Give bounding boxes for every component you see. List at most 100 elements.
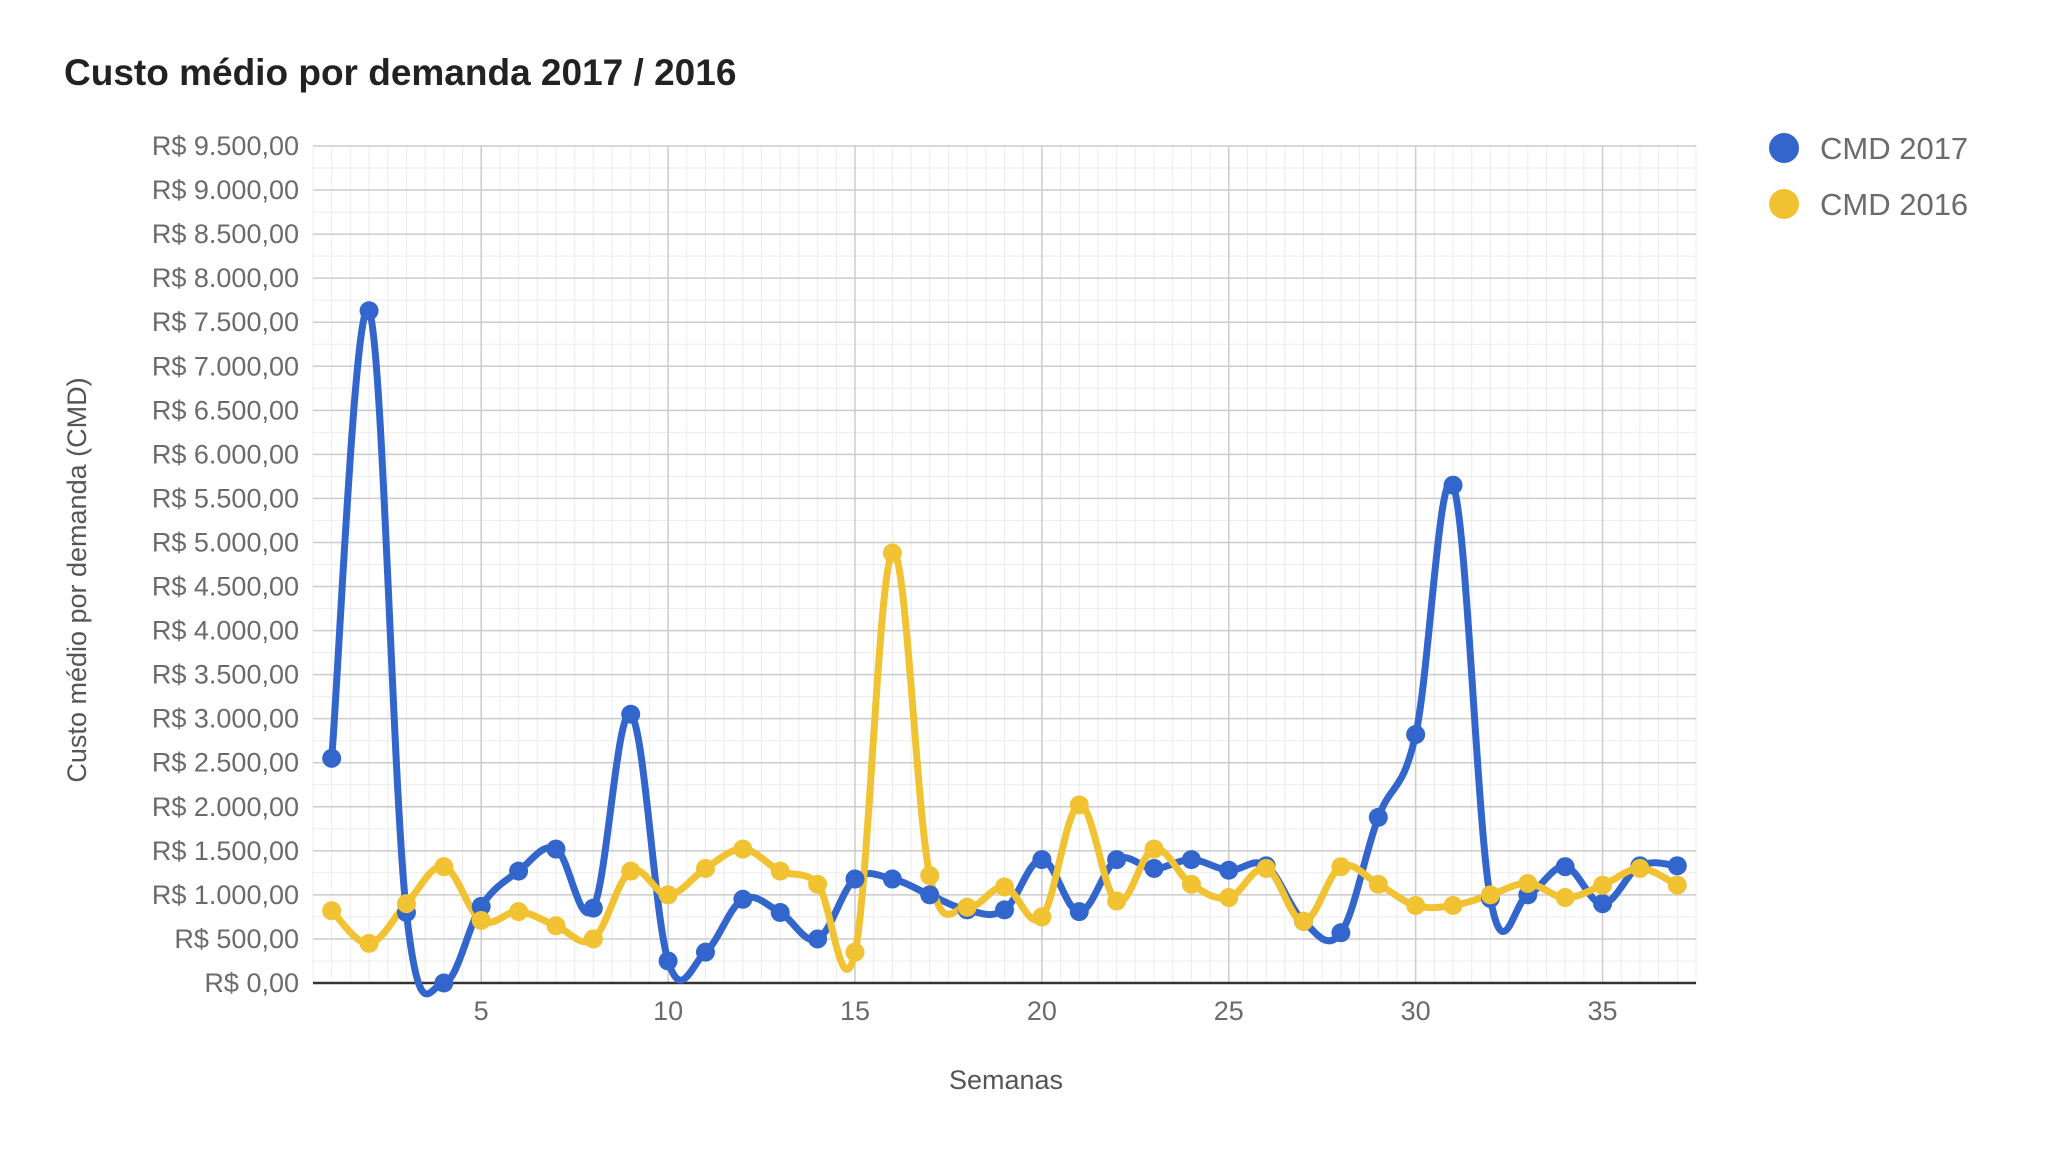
- data-point-cmd-2017: [920, 885, 940, 905]
- data-point-cmd-2016: [695, 858, 715, 878]
- data-point-cmd-2016: [1069, 795, 1089, 815]
- data-point-cmd-2016: [471, 910, 491, 930]
- y-tick-label: R$ 500,00: [174, 924, 299, 954]
- data-point-cmd-2017: [808, 929, 828, 949]
- legend-label-cmd-2017: CMD 2017: [1820, 131, 1968, 166]
- data-point-cmd-2017: [882, 869, 902, 889]
- data-point-cmd-2017: [434, 973, 454, 993]
- y-tick-label: R$ 6.000,00: [152, 439, 299, 469]
- y-tick-label: R$ 3.000,00: [152, 704, 299, 734]
- x-tick-label: 30: [1401, 996, 1431, 1026]
- x-tick-label: 5: [474, 996, 489, 1026]
- y-tick-label: R$ 2.000,00: [152, 792, 299, 822]
- data-point-cmd-2016: [770, 861, 790, 881]
- data-point-cmd-2016: [658, 885, 678, 905]
- data-point-cmd-2017: [733, 889, 753, 909]
- x-tick-label: 35: [1588, 996, 1618, 1026]
- y-tick-label: R$ 6.500,00: [152, 395, 299, 425]
- data-point-cmd-2016: [1630, 858, 1650, 878]
- y-tick-labels: R$ 0,00 R$ 500,00 R$ 1.000,00 R$ 1.500,00 R$…: [152, 131, 299, 998]
- y-tick-label: R$ 3.500,00: [152, 660, 299, 690]
- data-point-cmd-2016: [733, 839, 753, 859]
- legend-marker-cmd-2017: [1769, 133, 1799, 163]
- data-point-cmd-2016: [434, 857, 454, 877]
- y-tick-label: R$ 5.000,00: [152, 527, 299, 557]
- x-tick-label: 20: [1027, 996, 1057, 1026]
- y-tick-label: R$ 9.000,00: [152, 175, 299, 205]
- y-tick-label: R$ 9.500,00: [152, 131, 299, 161]
- data-point-cmd-2016: [1555, 888, 1575, 908]
- data-point-cmd-2017: [1667, 856, 1687, 876]
- data-point-cmd-2016: [1219, 888, 1239, 908]
- data-point-cmd-2016: [1294, 911, 1314, 931]
- y-tick-label: R$ 2.500,00: [152, 748, 299, 778]
- data-point-cmd-2017: [583, 898, 603, 918]
- data-point-cmd-2016: [845, 942, 865, 962]
- data-point-cmd-2016: [396, 894, 416, 914]
- x-tick-labels: 5 10 15 20 25 30 35: [474, 996, 1618, 1026]
- y-axis-title: Custo médio por demanda (CMD): [62, 377, 92, 782]
- data-point-cmd-2017: [1069, 902, 1089, 922]
- data-point-cmd-2016: [1406, 895, 1426, 915]
- data-point-cmd-2016: [1368, 874, 1388, 894]
- x-tick-label: 15: [840, 996, 870, 1026]
- y-tick-label: R$ 5.500,00: [152, 483, 299, 513]
- data-point-cmd-2016: [359, 933, 379, 953]
- data-point-cmd-2017: [546, 839, 566, 859]
- data-point-cmd-2017: [995, 900, 1014, 920]
- data-point-cmd-2016: [1667, 875, 1687, 895]
- data-point-cmd-2017: [509, 861, 529, 881]
- data-point-cmd-2017: [1406, 725, 1426, 745]
- data-point-cmd-2016: [1480, 885, 1500, 905]
- data-points: [322, 301, 1687, 993]
- chart-title: Custo médio por demanda 2017 / 2016: [64, 52, 737, 93]
- data-point-cmd-2016: [957, 897, 977, 917]
- legend[interactable]: CMD 2017 CMD 2016: [1769, 131, 1968, 222]
- y-tick-label: R$ 7.000,00: [152, 351, 299, 381]
- data-point-cmd-2017: [1368, 807, 1388, 827]
- data-point-cmd-2017: [845, 869, 865, 889]
- x-axis-title: Semanas: [949, 1065, 1063, 1095]
- data-point-cmd-2016: [920, 866, 940, 886]
- data-point-cmd-2017: [1331, 923, 1351, 943]
- data-point-cmd-2016: [509, 902, 529, 922]
- data-point-cmd-2016: [882, 543, 902, 563]
- data-point-cmd-2017: [359, 301, 379, 321]
- data-point-cmd-2016: [583, 929, 603, 949]
- data-point-cmd-2016: [995, 877, 1014, 897]
- y-tick-label: R$ 8.500,00: [152, 219, 299, 249]
- data-point-cmd-2016: [322, 901, 342, 921]
- data-point-cmd-2016: [1181, 874, 1201, 894]
- data-point-cmd-2017: [1443, 475, 1463, 495]
- data-point-cmd-2016: [1518, 873, 1538, 893]
- data-point-cmd-2016: [546, 916, 566, 936]
- data-point-cmd-2017: [1555, 857, 1575, 877]
- y-tick-label: R$ 4.000,00: [152, 616, 299, 646]
- y-tick-label: R$ 1.500,00: [152, 836, 299, 866]
- x-tick-label: 10: [653, 996, 683, 1026]
- y-tick-label: R$ 8.000,00: [152, 263, 299, 293]
- data-point-cmd-2017: [1144, 858, 1164, 878]
- data-point-cmd-2016: [1256, 858, 1276, 878]
- y-tick-label: R$ 1.000,00: [152, 880, 299, 910]
- data-point-cmd-2017: [1219, 860, 1239, 880]
- data-point-cmd-2017: [658, 951, 678, 971]
- data-point-cmd-2017: [1593, 894, 1613, 914]
- data-point-cmd-2017: [770, 903, 790, 923]
- data-point-cmd-2016: [808, 874, 828, 894]
- legend-label-cmd-2016: CMD 2016: [1820, 187, 1968, 222]
- data-point-cmd-2016: [1593, 875, 1613, 895]
- data-point-cmd-2017: [471, 896, 491, 916]
- data-point-cmd-2017: [1032, 850, 1052, 870]
- data-point-cmd-2016: [1107, 891, 1127, 911]
- y-tick-label: R$ 4.500,00: [152, 572, 299, 602]
- data-point-cmd-2016: [1331, 857, 1351, 877]
- data-point-cmd-2016: [1032, 907, 1052, 927]
- data-point-cmd-2017: [1181, 850, 1201, 870]
- data-point-cmd-2016: [621, 861, 641, 881]
- y-tick-label: R$ 7.500,00: [152, 307, 299, 337]
- data-point-cmd-2016: [1144, 839, 1164, 859]
- y-tick-label: R$ 0,00: [204, 968, 299, 998]
